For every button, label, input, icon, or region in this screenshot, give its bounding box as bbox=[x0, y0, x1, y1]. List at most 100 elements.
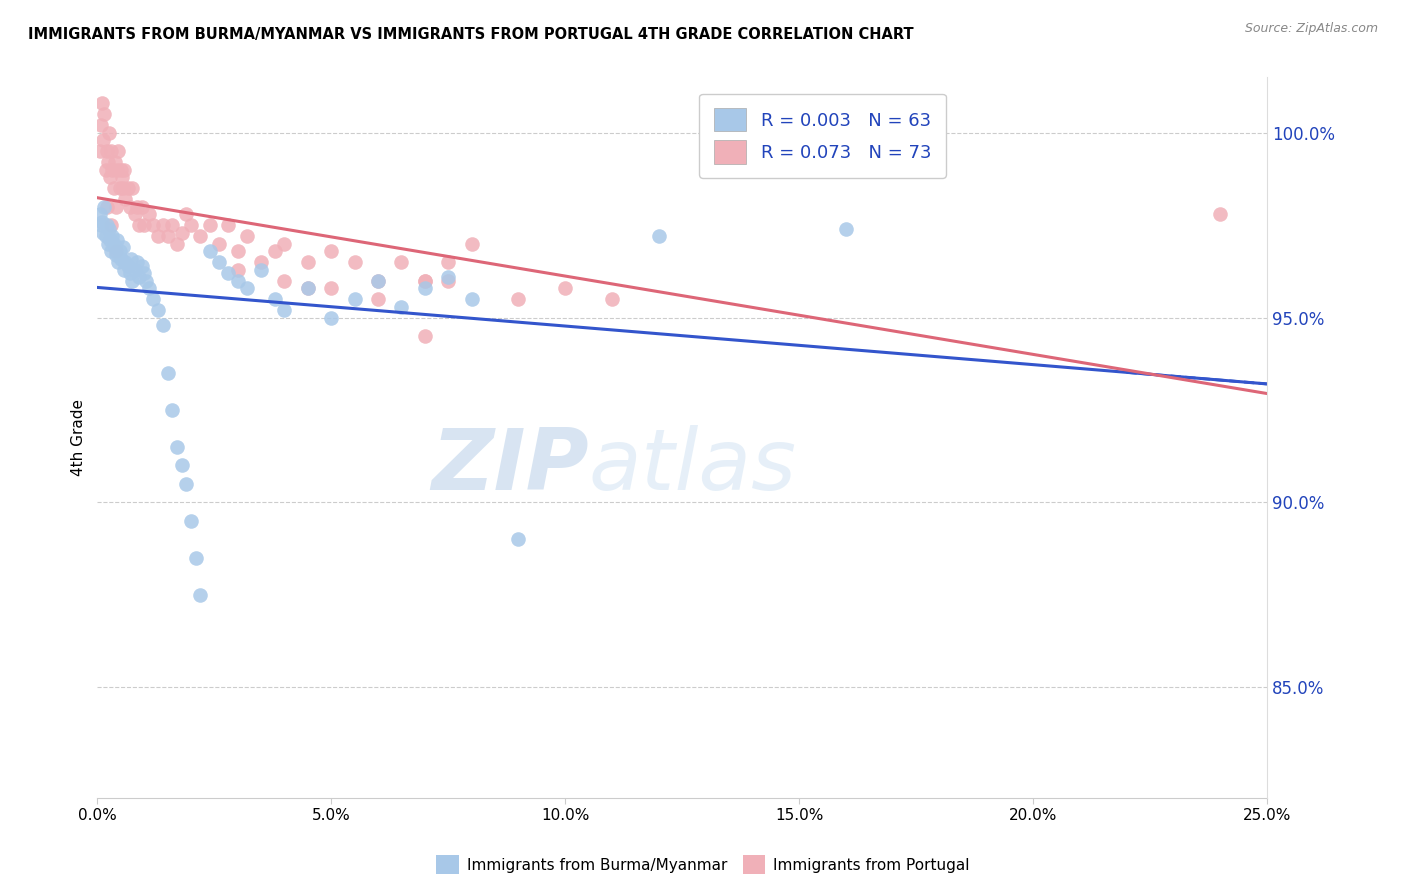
Point bbox=[264, 292, 287, 306]
Point bbox=[142, 292, 165, 306]
Legend: R = 0.003   N = 63, R = 0.073   N = 73: R = 0.003 N = 63, R = 0.073 N = 73 bbox=[699, 94, 946, 178]
Point bbox=[138, 207, 160, 221]
Point bbox=[460, 236, 482, 251]
Point bbox=[273, 274, 295, 288]
Point bbox=[180, 514, 202, 528]
Point bbox=[120, 252, 142, 266]
Point bbox=[321, 281, 343, 295]
Point bbox=[156, 229, 179, 244]
Point bbox=[117, 181, 139, 195]
Point bbox=[124, 262, 146, 277]
Text: atlas: atlas bbox=[589, 425, 797, 508]
Point bbox=[648, 229, 671, 244]
Point bbox=[105, 162, 128, 177]
Point bbox=[437, 255, 460, 269]
Point bbox=[184, 550, 207, 565]
Point bbox=[90, 219, 112, 233]
Point bbox=[391, 300, 413, 314]
Point bbox=[236, 229, 259, 244]
Point bbox=[128, 270, 150, 285]
Point bbox=[413, 274, 436, 288]
Point bbox=[217, 219, 239, 233]
Point bbox=[273, 303, 295, 318]
Point bbox=[128, 219, 150, 233]
Point bbox=[188, 229, 211, 244]
Point bbox=[94, 162, 117, 177]
Point bbox=[273, 236, 295, 251]
Point bbox=[460, 292, 482, 306]
Point bbox=[114, 162, 136, 177]
Point bbox=[112, 240, 135, 254]
Point bbox=[250, 255, 273, 269]
Point bbox=[100, 219, 122, 233]
Point bbox=[110, 162, 132, 177]
Point bbox=[554, 281, 576, 295]
Text: ZIP: ZIP bbox=[430, 425, 589, 508]
Point bbox=[367, 274, 389, 288]
Point bbox=[198, 244, 221, 259]
Point bbox=[135, 274, 157, 288]
Point bbox=[89, 207, 111, 221]
Point bbox=[321, 244, 343, 259]
Point bbox=[134, 219, 156, 233]
Point bbox=[142, 219, 165, 233]
Point bbox=[146, 229, 169, 244]
Point bbox=[188, 588, 211, 602]
Point bbox=[107, 145, 129, 159]
Point bbox=[208, 255, 231, 269]
Point bbox=[110, 252, 132, 266]
Point bbox=[91, 96, 114, 111]
Point bbox=[508, 292, 530, 306]
Point bbox=[121, 274, 143, 288]
Point bbox=[101, 162, 124, 177]
Point bbox=[101, 229, 124, 244]
Point bbox=[226, 274, 249, 288]
Point bbox=[508, 533, 530, 547]
Point bbox=[600, 292, 623, 306]
Point bbox=[121, 181, 143, 195]
Point bbox=[131, 200, 153, 214]
Point bbox=[105, 248, 128, 262]
Point bbox=[120, 200, 142, 214]
Point bbox=[138, 281, 160, 295]
Point bbox=[437, 270, 460, 285]
Point bbox=[170, 458, 193, 473]
Point bbox=[94, 229, 117, 244]
Point bbox=[97, 236, 120, 251]
Point bbox=[91, 226, 114, 240]
Point bbox=[226, 244, 249, 259]
Point bbox=[170, 226, 193, 240]
Text: IMMIGRANTS FROM BURMA/MYANMAR VS IMMIGRANTS FROM PORTUGAL 4TH GRADE CORRELATION : IMMIGRANTS FROM BURMA/MYANMAR VS IMMIGRA… bbox=[28, 27, 914, 42]
Point bbox=[105, 244, 128, 259]
Point bbox=[134, 266, 156, 280]
Point bbox=[413, 274, 436, 288]
Text: Source: ZipAtlas.com: Source: ZipAtlas.com bbox=[1244, 22, 1378, 36]
Point bbox=[174, 207, 197, 221]
Point bbox=[297, 255, 319, 269]
Point bbox=[297, 281, 319, 295]
Point bbox=[114, 255, 136, 269]
Point bbox=[343, 255, 366, 269]
Point bbox=[413, 329, 436, 343]
Point bbox=[321, 310, 343, 325]
Point bbox=[108, 244, 131, 259]
Point bbox=[104, 240, 127, 254]
Point bbox=[152, 318, 174, 332]
Point bbox=[117, 259, 139, 273]
Point bbox=[100, 233, 122, 247]
Point bbox=[91, 214, 114, 228]
Point bbox=[160, 219, 183, 233]
Point bbox=[250, 262, 273, 277]
Point bbox=[103, 181, 125, 195]
Point bbox=[100, 244, 122, 259]
Point bbox=[264, 244, 287, 259]
Point bbox=[166, 440, 188, 454]
Point bbox=[105, 233, 128, 247]
Point bbox=[91, 133, 114, 147]
Point bbox=[90, 119, 112, 133]
Point bbox=[93, 200, 115, 214]
Point bbox=[236, 281, 259, 295]
Point bbox=[131, 259, 153, 273]
Y-axis label: 4th Grade: 4th Grade bbox=[72, 400, 86, 476]
Point bbox=[124, 207, 146, 221]
